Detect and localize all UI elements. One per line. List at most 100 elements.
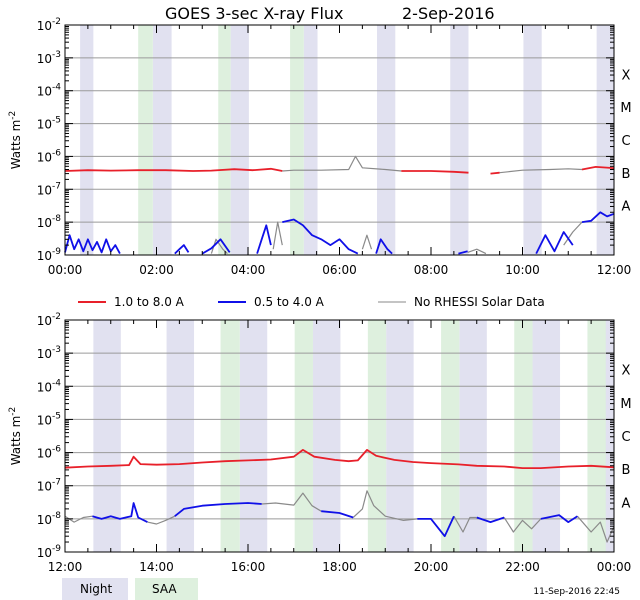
- night-band: [93, 320, 121, 552]
- saa-band: [441, 320, 460, 552]
- night-band: [303, 25, 318, 255]
- bottom-panel: 10-9 10-8 10-7 10-6 10-5 10-4 10-3 10-2 12:00 14:…: [8, 312, 632, 574]
- short-series-line: [417, 515, 455, 538]
- x-tick-label: 02:00: [139, 263, 174, 277]
- y-tick-label: 10-3: [37, 50, 61, 66]
- y-axis-title: Watts m-2: [8, 407, 23, 466]
- goes-class-label: X: [622, 68, 631, 83]
- x-tick-label: 06:00: [322, 263, 357, 277]
- x-tick-label: 16:00: [231, 560, 266, 574]
- short-series-line: [321, 510, 354, 519]
- long-series-line: [64, 167, 283, 172]
- shading-legend: Night SAA: [62, 578, 198, 600]
- goes-class-label: C: [621, 134, 630, 149]
- saa-band: [367, 320, 387, 552]
- y-tick-label: 10-7: [37, 478, 61, 494]
- legend-saa-label: SAA: [152, 582, 177, 596]
- saa-band: [138, 25, 153, 255]
- saa-band: [218, 25, 231, 255]
- short-series-line: [174, 502, 262, 517]
- night-band: [230, 25, 249, 255]
- y-tick-label: 10-3: [37, 345, 61, 361]
- night-band: [80, 25, 94, 255]
- no-rhessi-series-line: [272, 221, 283, 250]
- x-tick-label: 14:00: [139, 560, 174, 574]
- short-series-line: [282, 218, 359, 255]
- short-series-line: [174, 244, 190, 255]
- saa-band: [294, 320, 313, 552]
- night-band: [596, 25, 614, 255]
- no-rhessi-series-line: [576, 515, 615, 543]
- y-tick-label: 10-7: [37, 181, 61, 197]
- long-series-line: [490, 171, 500, 175]
- y-tick-label: 10-4: [37, 378, 62, 394]
- legend-saa-swatch: [135, 578, 198, 600]
- legend-long-label: 1.0 to 8.0 A: [114, 295, 185, 309]
- night-band: [386, 320, 414, 552]
- saa-band: [587, 320, 606, 552]
- no-rhessi-series-line: [503, 517, 542, 533]
- y-tick-label: 10-9: [37, 247, 62, 263]
- goes-class-label: A: [622, 200, 631, 215]
- saa-band: [514, 320, 533, 552]
- y-tick-label: 10-5: [37, 116, 61, 132]
- legend-night-swatch: [62, 578, 128, 600]
- y-tick-label: 10-6: [37, 445, 62, 461]
- short-series-line: [540, 514, 578, 523]
- x-tick-label: 04:00: [231, 263, 266, 277]
- legend-night-label: Night: [80, 582, 113, 596]
- x-tick-label: 12:00: [48, 560, 83, 574]
- x-tick-label: 10:00: [505, 263, 540, 277]
- y-tick-label: 10-8: [37, 214, 62, 230]
- night-band: [166, 320, 195, 552]
- no-rhessi-series-line: [563, 221, 583, 246]
- y-tick-label: 10-2: [37, 17, 61, 33]
- no-rhessi-series-line: [453, 515, 477, 533]
- no-rhessi-series-line: [467, 248, 487, 255]
- goes-class-label: M: [620, 397, 631, 412]
- y-tick-label: 10-2: [37, 312, 61, 328]
- night-band: [239, 320, 268, 552]
- figure-date: 2-Sep-2016: [402, 4, 495, 23]
- short-series-line: [476, 516, 505, 523]
- night-band: [532, 320, 561, 552]
- short-series-line: [375, 238, 393, 255]
- night-band: [523, 25, 542, 255]
- no-rhessi-series-line: [147, 515, 176, 525]
- short-series-line: [581, 211, 615, 223]
- no-rhessi-series-line: [261, 492, 322, 512]
- y-axis-title: Watts m-2: [8, 111, 23, 170]
- goes-class-label: B: [622, 167, 631, 182]
- no-rhessi-series-line: [352, 490, 418, 522]
- y-tick-label: 10-8: [37, 511, 62, 527]
- short-series-line: [458, 250, 468, 255]
- x-tick-label: 20:00: [414, 560, 449, 574]
- no-rhessi-series-line: [282, 155, 402, 172]
- x-tick-label: 18:00: [322, 560, 357, 574]
- long-series-line: [64, 448, 615, 470]
- saa-band: [220, 320, 240, 552]
- y-tick-label: 10-9: [37, 544, 62, 560]
- goes-class-label: C: [621, 430, 630, 445]
- short-series-line: [92, 502, 148, 523]
- x-tick-label: 08:00: [414, 263, 449, 277]
- night-band: [459, 320, 487, 552]
- night-band: [377, 25, 396, 255]
- y-tick-label: 10-5: [37, 411, 61, 427]
- long-series-line: [581, 165, 615, 171]
- x-tick-label: 00:00: [48, 263, 83, 277]
- short-series-line: [535, 231, 574, 255]
- top-panel: 10-9 10-8 10-7 10-6 10-5 10-4 10-3 10-2 00:00 02:…: [8, 17, 632, 277]
- short-series-line: [201, 238, 231, 255]
- night-band: [152, 25, 172, 255]
- goes-class-label: A: [622, 496, 631, 511]
- goes-class-label: X: [622, 364, 631, 379]
- long-series-line: [401, 170, 469, 174]
- goes-class-label: M: [620, 101, 631, 116]
- y-tick-label: 10-4: [37, 83, 62, 99]
- legend-no-rhessi-label: No RHESSI Solar Data: [414, 295, 545, 309]
- saa-band: [290, 25, 304, 255]
- night-band: [450, 25, 469, 255]
- series-legend: 1.0 to 8.0 A 0.5 to 4.0 A No RHESSI Sola…: [78, 295, 545, 309]
- short-series-line: [256, 224, 272, 254]
